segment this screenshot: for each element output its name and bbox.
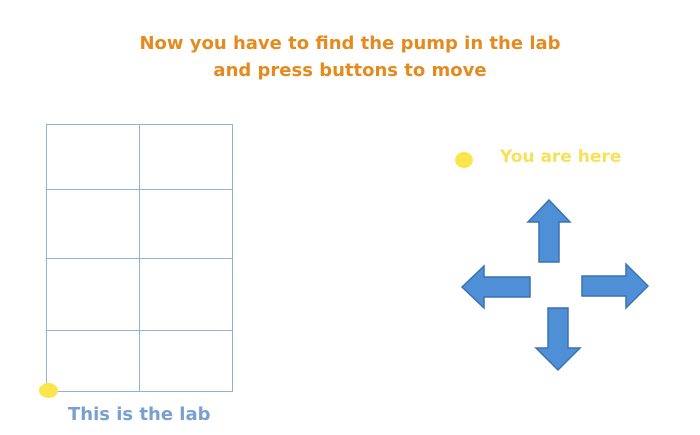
- lab-cell-r3-c1: [47, 259, 139, 330]
- arrow-right-icon: [581, 262, 650, 310]
- movement-controls: [460, 198, 650, 373]
- instruction-line-1: Now you have to find the pump in the lab: [139, 33, 561, 54]
- lab-cell-r1-c2: [140, 125, 232, 189]
- arrow-down-icon: [534, 307, 582, 372]
- arrow-up-icon: [526, 198, 572, 263]
- instruction-text: Now you have to find the pump in the lab…: [0, 30, 700, 84]
- arrow-left-icon: [460, 264, 531, 310]
- lab-cell-r4-c1: [47, 331, 139, 392]
- lab-grid: [46, 124, 233, 392]
- you-are-here-dot: [455, 152, 473, 168]
- move-right-button[interactable]: [580, 262, 650, 310]
- grid-divider-horizontal: [47, 258, 232, 259]
- player-marker: [39, 383, 58, 398]
- lab-cell-r2-c1: [47, 190, 139, 258]
- grid-divider-horizontal: [47, 189, 232, 190]
- move-up-button[interactable]: [526, 198, 572, 264]
- grid-divider-horizontal: [47, 330, 232, 331]
- instruction-line-2: and press buttons to move: [213, 60, 487, 81]
- lab-label: This is the lab: [68, 404, 211, 425]
- lab-cell-r4-c2: [140, 331, 232, 392]
- move-left-button[interactable]: [460, 264, 532, 310]
- lab-cell-r3-c2: [140, 259, 232, 330]
- move-down-button[interactable]: [534, 306, 582, 372]
- lab-cell-r1-c1: [47, 125, 139, 189]
- you-are-here-label: You are here: [500, 147, 622, 167]
- lab-cell-r2-c2: [140, 190, 232, 258]
